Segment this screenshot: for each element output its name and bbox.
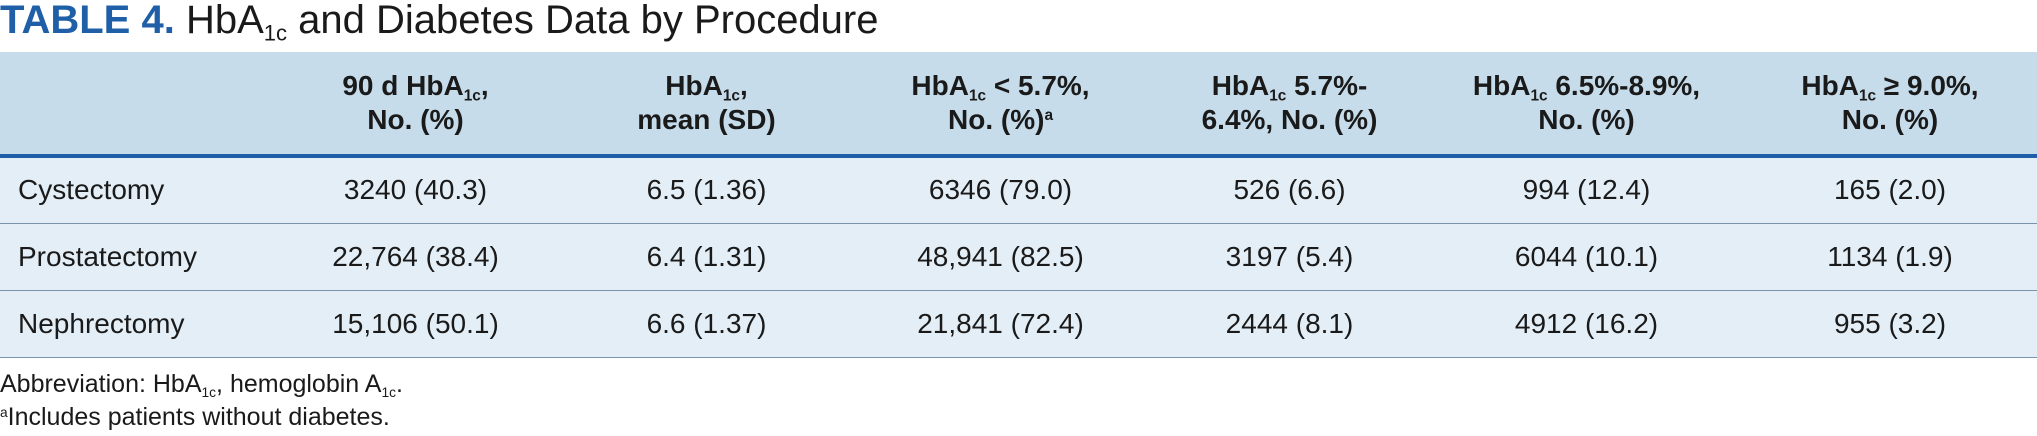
table-cell: 48,941 (82.5): [852, 222, 1149, 290]
table-cell: 2444 (8.1): [1149, 289, 1430, 358]
table-cell: 165 (2.0): [1833, 174, 1947, 206]
table-cell: 21,841 (72.4): [852, 289, 1149, 358]
table-cell: 6.5 (1.36): [646, 174, 767, 206]
header-cell: HbA1c, mean (SD): [561, 52, 852, 156]
header-line-2: mean (SD): [637, 104, 776, 135]
header-line-2: No. (%): [1841, 104, 1939, 135]
footnote-a: aIncludes patients without diabetes.: [0, 403, 390, 431]
header-line-1: HbA1c,: [665, 70, 748, 105]
table-row: Cystectomy 3240 (40.3) 6.5 (1.36) 6346 (79.…: [0, 156, 2037, 223]
table-cell: 4912 (16.2): [1430, 289, 1743, 358]
header-line-1: 90 d HbA1c,: [342, 70, 489, 105]
header-line-1: HbA1c < 5.7%,: [911, 70, 1090, 105]
table-cell: 22,764 (38.4): [270, 222, 561, 290]
table-header: 90 d HbA1c, No. (%) HbA1c, mean (SD) HbA1c <…: [0, 52, 2037, 156]
header-line-2: No. (%): [1538, 104, 1635, 135]
table-cell: 994 (12.4): [1522, 174, 1651, 206]
header-cell: HbA1c 5.7%- 6.4%, No. (%): [1149, 52, 1430, 156]
header-cell: HbA1c < 5.7%, No. (%)a: [852, 52, 1149, 156]
table-body: Cystectomy 3240 (40.3) 6.5 (1.36) 6346 (79.…: [0, 156, 2037, 358]
table-cell: 526 (6.6): [1233, 174, 1346, 206]
title-subscript: 1c: [263, 20, 288, 46]
table-cell: 6.4 (1.31): [561, 222, 852, 290]
table-footnotes: Abbreviation: HbA1c, hemoglobin A1c. aIn…: [0, 368, 403, 434]
header-cell: HbA1c 6.5%-8.9%, No. (%): [1430, 52, 1743, 156]
table-row: Prostatectomy 22,764 (38.4) 6.4 (1.31) 48,9…: [0, 222, 2037, 290]
header-line-2: No. (%): [367, 104, 464, 135]
table-title: TABLE 4. HbA1c and Diabetes Data by Proc…: [0, 0, 879, 48]
table-cell: 3197 (5.4): [1149, 222, 1430, 290]
table-cell: 1134 (1.9): [1743, 222, 2037, 290]
data-table: 90 d HbA1c, No. (%) HbA1c, mean (SD) HbA1c <…: [0, 52, 2037, 358]
header-line-1: HbA1c 6.5%-8.9%,: [1472, 70, 1701, 105]
header-cell-blank: [0, 52, 270, 156]
header-line-2: No. (%)a: [948, 104, 1053, 135]
header-row: 90 d HbA1c, No. (%) HbA1c, mean (SD) HbA1c <…: [0, 52, 2037, 156]
table-title-text: HbA1c and Diabetes Data by Procedure: [185, 0, 879, 44]
header-line-1: HbA1c 5.7%-: [1211, 70, 1368, 105]
data-table-container: 90 d HbA1c, No. (%) HbA1c, mean (SD) HbA1c <…: [0, 52, 2037, 358]
row-label-cell: Cystectomy: [18, 174, 165, 206]
header-cell: HbA1c ≥ 9.0%, No. (%): [1743, 52, 2037, 156]
row-label-cell: Nephrectomy: [0, 289, 270, 358]
table-cell: 15,106 (50.1): [270, 289, 561, 358]
table-cell: 955 (3.2): [1743, 289, 2037, 358]
table-cell: 6.6 (1.37): [561, 289, 852, 358]
table-cell: 6346 (79.0): [928, 174, 1073, 206]
title-text-part2: and Diabetes Data by Procedure: [298, 0, 879, 42]
row-label-cell: Prostatectomy: [0, 222, 270, 290]
table-row: Nephrectomy 15,106 (50.1) 6.6 (1.37) 21,841…: [0, 289, 2037, 358]
title-text-part1: HbA: [185, 0, 264, 42]
abbreviation-note: Abbreviation: HbA1c, hemoglobin A1c.: [0, 370, 403, 400]
header-line-1: HbA1c ≥ 9.0%,: [1801, 70, 1979, 105]
header-cell: 90 d HbA1c, No. (%): [270, 52, 561, 156]
table-cell: 3240 (40.3): [343, 174, 488, 206]
header-line-2: 6.4%, No. (%): [1201, 104, 1378, 135]
table-cell: 6044 (10.1): [1430, 222, 1743, 290]
table-number-label: TABLE 4.: [0, 0, 175, 42]
